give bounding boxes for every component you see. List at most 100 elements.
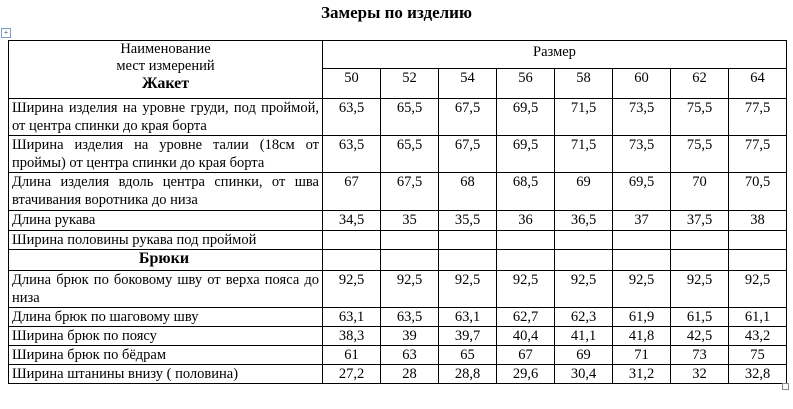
measurement-value: 75,5 — [670, 98, 729, 136]
table-row: Ширина брюк по бёдрам 61 63 65 67 69 71 73 75 — [8, 345, 787, 365]
table-row: Длина изделия вдоль центра спинки, от шв… — [8, 172, 787, 211]
measurement-value: 63 — [380, 345, 439, 365]
measurement-value: 27,2 — [322, 364, 381, 384]
size-header: Размер — [322, 40, 787, 69]
measurement-name: Длина изделия вдоль центра спинки, от шв… — [8, 172, 323, 211]
measurement-value: 70 — [670, 172, 729, 211]
measurement-value: 39 — [380, 326, 439, 346]
header-line: Наименование — [120, 41, 211, 57]
measurement-name: Длина брюк по шаговому шву — [8, 307, 323, 327]
measurement-value: 62,3 — [554, 307, 613, 327]
table-resize-handle[interactable] — [782, 383, 789, 390]
table-row: Ширина изделия на уровне груди, под прой… — [8, 98, 787, 136]
measurement-value: 34,5 — [322, 210, 381, 231]
measurement-name: Ширина изделия на уровне талии (18см от … — [8, 135, 323, 173]
measurement-name: Ширина брюк по поясу — [8, 326, 323, 346]
size-cell: 50 — [322, 68, 381, 99]
measurement-value: 67,5 — [438, 135, 497, 173]
measurement-value: 71,5 — [554, 98, 613, 136]
name-column-header: Наименование мест измерений Жакет — [8, 40, 323, 99]
measurement-value: 69,5 — [496, 98, 555, 136]
measurement-value — [438, 230, 497, 250]
measurement-value: 73,5 — [612, 135, 671, 173]
measurement-value: 30,4 — [554, 364, 613, 384]
table-row: Ширина брюк по поясу 38,3 39 39,7 40,4 41,1 41… — [8, 326, 787, 346]
size-cell: 62 — [670, 68, 729, 99]
measurement-value: 68,5 — [496, 172, 555, 211]
section-trousers: Брюки — [8, 249, 323, 271]
measurement-name: Ширина изделия на уровне груди, под прой… — [8, 98, 323, 136]
measurement-value: 28,8 — [438, 364, 497, 384]
table-row: Длина брюк по боковому шву от верха пояс… — [8, 270, 787, 308]
measurement-value: 92,5 — [554, 270, 613, 308]
measurement-value: 28 — [380, 364, 439, 384]
measurement-value: 67 — [496, 345, 555, 365]
measurement-value: 32,8 — [728, 364, 787, 384]
measurement-value: 73,5 — [612, 98, 671, 136]
empty-cell — [554, 249, 613, 271]
table-move-handle-icon[interactable]: + — [1, 28, 11, 38]
measurement-value — [554, 230, 613, 250]
measurement-value: 36,5 — [554, 210, 613, 231]
measurement-value: 69 — [554, 172, 613, 211]
measurement-value — [728, 230, 787, 250]
measurement-value — [670, 230, 729, 250]
empty-cell — [670, 249, 729, 271]
measurement-value: 92,5 — [670, 270, 729, 308]
measurement-value: 92,5 — [380, 270, 439, 308]
measurement-value: 77,5 — [728, 98, 787, 136]
measurement-name: Длина брюк по боковому шву от верха пояс… — [8, 270, 323, 308]
empty-cell — [438, 249, 497, 271]
size-cell: 52 — [380, 68, 439, 99]
measurement-value: 92,5 — [322, 270, 381, 308]
measurement-value: 31,2 — [612, 364, 671, 384]
document-title: Замеры по изделию — [321, 3, 472, 22]
header-line: мест измерений — [116, 58, 215, 74]
measurement-value: 71,5 — [554, 135, 613, 173]
measurement-value: 62,7 — [496, 307, 555, 327]
measurement-value: 32 — [670, 364, 729, 384]
measurement-value: 69,5 — [496, 135, 555, 173]
size-cell: 54 — [438, 68, 497, 99]
measurement-value: 38,3 — [322, 326, 381, 346]
measurement-value: 77,5 — [728, 135, 787, 173]
measurement-value: 63,5 — [380, 307, 439, 327]
measurement-value: 68 — [438, 172, 497, 211]
measurement-value: 92,5 — [612, 270, 671, 308]
measurement-value: 43,2 — [728, 326, 787, 346]
empty-cell — [728, 249, 787, 271]
measurement-value: 63,1 — [322, 307, 381, 327]
measurement-value: 75 — [728, 345, 787, 365]
measurement-value: 92,5 — [496, 270, 555, 308]
measurement-value: 63,1 — [438, 307, 497, 327]
size-cell: 60 — [612, 68, 671, 99]
measurement-name: Ширина штанины внизу ( половина) — [8, 364, 323, 384]
measurement-value: 92,5 — [438, 270, 497, 308]
measurement-value: 65,5 — [380, 98, 439, 136]
measurement-value: 37 — [612, 210, 671, 231]
measurement-value: 65,5 — [380, 135, 439, 173]
measurement-value: 35 — [380, 210, 439, 231]
measurement-value: 36 — [496, 210, 555, 231]
size-cell: 64 — [728, 68, 787, 99]
measurement-value: 40,4 — [496, 326, 555, 346]
measurement-value: 63,5 — [322, 135, 381, 173]
measurement-value: 70,5 — [728, 172, 787, 211]
measurement-name: Длина рукава — [8, 210, 323, 231]
empty-cell — [380, 249, 439, 271]
measurement-value: 39,7 — [438, 326, 497, 346]
measurement-value — [612, 230, 671, 250]
table-row: Ширина половины рукава под проймой — [8, 230, 787, 250]
empty-cell — [612, 249, 671, 271]
table-row: Ширина штанины внизу ( половина) 27,2 28 28… — [8, 364, 787, 384]
measurement-value: 35,5 — [438, 210, 497, 231]
size-cell: 56 — [496, 68, 555, 99]
measurement-value: 92,5 — [728, 270, 787, 308]
measurement-value: 42,5 — [670, 326, 729, 346]
measurement-value — [496, 230, 555, 250]
table-row: Ширина изделия на уровне талии (18см от … — [8, 135, 787, 173]
table-row: Длина брюк по шаговому шву 63,1 63,5 63,1 62… — [8, 307, 787, 327]
measurement-value: 41,1 — [554, 326, 613, 346]
measurement-value: 63,5 — [322, 98, 381, 136]
measurement-value: 67 — [322, 172, 381, 211]
